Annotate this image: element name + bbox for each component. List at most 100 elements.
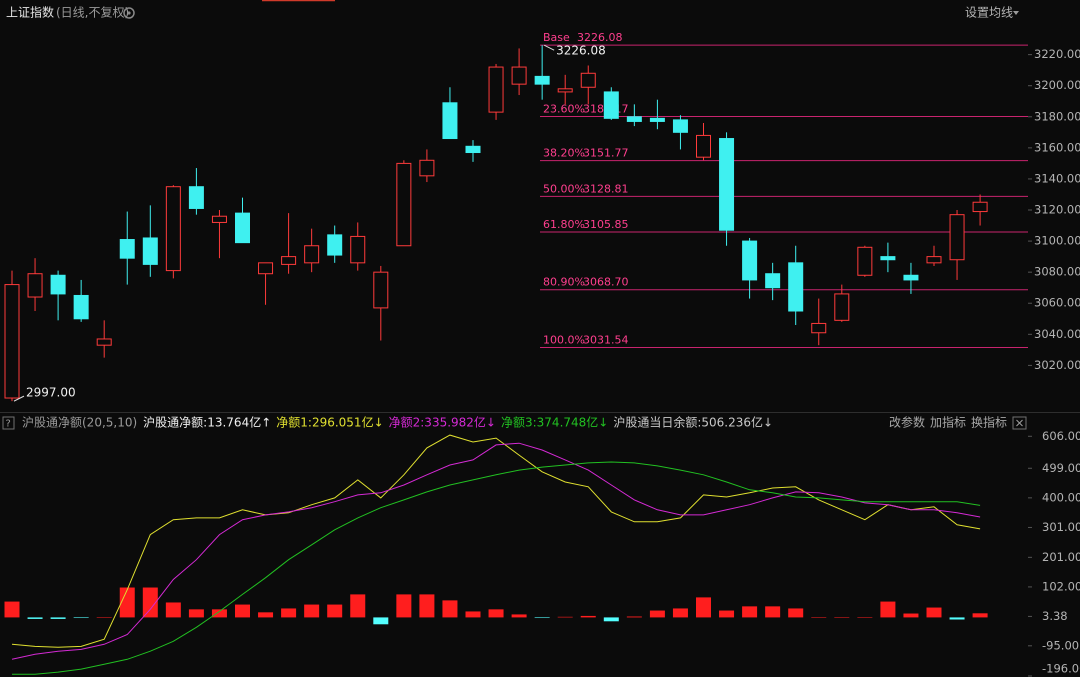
candle-body xyxy=(488,66,504,113)
indicator-panel: 606.00 499.00 400.00 301.00 201.00 102.00 3.38… xyxy=(4,415,1080,677)
bar xyxy=(949,617,965,620)
bar xyxy=(926,607,942,618)
candle-body xyxy=(465,145,481,154)
fib-value: 3031.54 xyxy=(583,333,629,346)
y-tick-label: 606.00 xyxy=(1042,429,1080,443)
y-tick-label: -95.00 xyxy=(1042,638,1079,652)
candle-body xyxy=(50,274,66,295)
min-label: 2997.00 xyxy=(26,386,76,400)
bar xyxy=(811,617,827,618)
bar xyxy=(327,604,343,618)
bar xyxy=(534,617,550,619)
indicator-button[interactable]: 换指标 xyxy=(971,415,1007,430)
bar xyxy=(211,609,227,618)
candle-body xyxy=(304,245,320,264)
close-button[interactable] xyxy=(1012,416,1027,430)
candle-body xyxy=(972,201,988,213)
help-mark: ? xyxy=(6,419,11,430)
candle-body xyxy=(880,256,896,261)
bar xyxy=(972,613,988,618)
bar xyxy=(765,606,781,618)
bar xyxy=(626,616,642,618)
bar xyxy=(188,609,204,618)
bar xyxy=(96,617,112,618)
bar xyxy=(834,617,850,618)
y-tick-label: 3140.00 xyxy=(1034,171,1080,185)
bar xyxy=(742,606,758,618)
bar xyxy=(511,614,527,618)
candle-panel: 3220.00 3200.00 3180.00 3160.00 3140.00 3120.… xyxy=(4,31,1080,402)
candle-body xyxy=(834,293,850,321)
fib-value: 3105.85 xyxy=(583,218,629,231)
candle-body xyxy=(142,237,158,265)
series-line xyxy=(11,434,981,648)
bar xyxy=(373,617,389,625)
max-pointer xyxy=(543,44,555,51)
y-tick-label: 3180.00 xyxy=(1034,109,1080,123)
y-tick-label: 3040.00 xyxy=(1034,327,1080,341)
candle-body xyxy=(442,102,458,140)
candle-body xyxy=(557,88,573,93)
bar xyxy=(903,613,919,618)
annotation: 沪股通当日余额:506.236亿↓ xyxy=(613,415,773,430)
bar xyxy=(27,617,43,619)
y-tick-label: 3080.00 xyxy=(1034,265,1080,279)
candle-body xyxy=(188,186,204,209)
candle-body xyxy=(672,119,688,133)
bar xyxy=(580,615,596,618)
candle-body xyxy=(788,262,804,312)
bar xyxy=(165,602,181,618)
candle-body xyxy=(857,246,873,276)
bar xyxy=(119,587,135,618)
series-line xyxy=(12,461,981,675)
y-tick-label: 400.00 xyxy=(1042,490,1080,504)
fib-name: 80.90% xyxy=(543,276,585,289)
indicator-buttons: 改参数 加指标 换指标 xyxy=(889,415,1007,430)
indicator-button[interactable]: 加指标 xyxy=(930,415,966,430)
fib-value: 3128.81 xyxy=(583,182,629,195)
candle-body xyxy=(165,186,181,272)
indicator-button[interactable]: 改参数 xyxy=(889,415,925,430)
candle-body xyxy=(811,322,827,334)
bar xyxy=(857,617,873,618)
legend-entry: 净额1:296.051亿↓ xyxy=(276,415,383,430)
bar xyxy=(258,612,274,618)
dropdown-arrow xyxy=(1013,11,1019,15)
bar xyxy=(696,597,711,618)
legend-entry: 沪股通净额:13.764亿↑ xyxy=(143,415,271,430)
fib-name: 38.20% xyxy=(543,147,585,160)
help-icon[interactable] xyxy=(2,416,15,430)
max-label: 3226.08 xyxy=(556,44,606,58)
y-tick-label: 499.00 xyxy=(1042,461,1080,475)
candle-body xyxy=(765,273,781,289)
y-tick-label: 301.00 xyxy=(1042,520,1080,534)
min-pointer xyxy=(13,395,25,402)
bar xyxy=(788,608,804,618)
y-tick-label: 3200.00 xyxy=(1034,78,1080,92)
bar xyxy=(4,601,20,618)
settings-icon[interactable] xyxy=(123,7,135,19)
candle-body xyxy=(719,138,735,231)
candle-body xyxy=(580,72,596,88)
candle-body xyxy=(396,162,412,247)
candle-body xyxy=(603,91,619,119)
ma-button[interactable]: 设置均线 xyxy=(965,6,1013,20)
candle-body xyxy=(119,239,135,259)
candle-body xyxy=(926,256,942,264)
candle-body xyxy=(327,234,343,256)
fib-name: Base xyxy=(543,31,570,44)
candle-body xyxy=(96,338,112,346)
candle-body xyxy=(258,262,274,275)
legend-entry: 净额3:374.748亿↓ xyxy=(501,415,608,430)
bar xyxy=(281,608,297,618)
y-tick-label: 3120.00 xyxy=(1034,203,1080,217)
candle-body xyxy=(73,294,89,320)
bar xyxy=(672,608,688,618)
candle-body xyxy=(235,212,250,244)
candle-body xyxy=(511,66,527,85)
candle-body xyxy=(696,134,711,158)
bar xyxy=(304,604,320,618)
